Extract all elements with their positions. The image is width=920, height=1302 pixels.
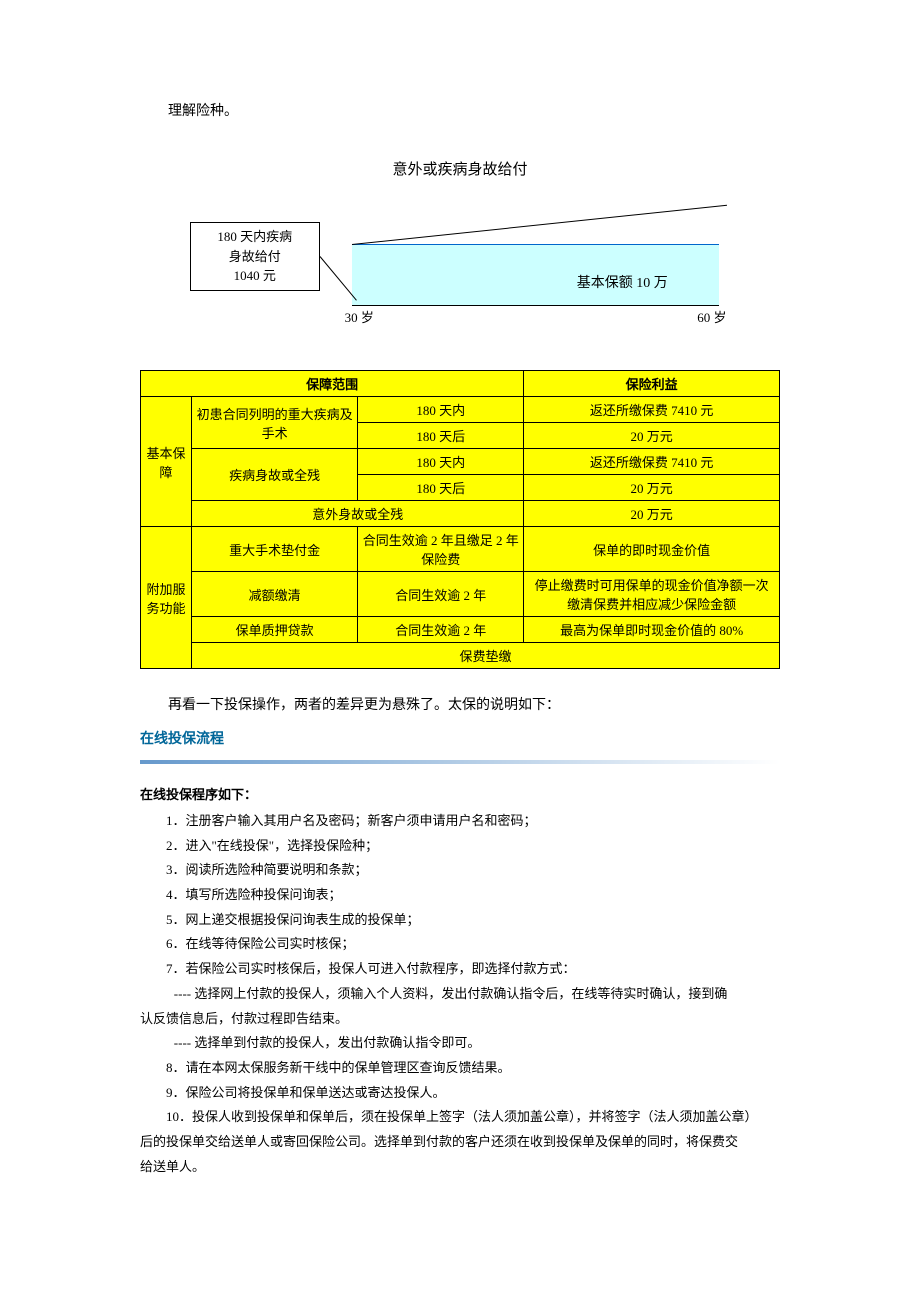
right-cell: 保单的即时现金价值	[524, 527, 780, 572]
left-cell: 重大手术垫付金	[192, 527, 358, 572]
right-cell: 最高为保单即时现金价值的 80%	[524, 617, 780, 643]
step-item: 10．投保人收到投保单和保单后，须在投保单上签字（法人须加盖公章），并将签字（法…	[140, 1105, 780, 1130]
between-paragraph: 再看一下投保操作，两者的差异更为悬殊了。太保的说明如下：	[140, 694, 780, 714]
step-item: 6．在线等待保险公司实时核保；	[140, 932, 780, 957]
right-cell: 返还所缴保费 7410 元	[524, 397, 780, 423]
mid-cell: 180 天后	[358, 423, 524, 449]
mid-cell: 180 天内	[358, 449, 524, 475]
left-merged-cell: 意外身故或全残	[192, 501, 524, 527]
step-item: 3．阅读所选险种简要说明和条款；	[140, 858, 780, 883]
mid-cell: 合同生效逾 2 年	[358, 617, 524, 643]
left-cell: 初患合同列明的重大疾病及手术	[192, 397, 358, 449]
section-divider	[140, 760, 780, 764]
right-cell: 20 万元	[524, 475, 780, 501]
group-cell: 基本保障	[141, 397, 192, 527]
chart-bar-label: 基本保额 10 万	[577, 272, 668, 292]
mid-cell: 合同生效逾 2 年且缴足 2 年保险费	[358, 527, 524, 572]
left-cell: 疾病身故或全残	[192, 449, 358, 501]
leftbox-line3: 1040 元	[197, 266, 313, 286]
x-end-label: 60 岁	[697, 307, 726, 326]
leftbox-line1: 180 天内疾病	[197, 227, 313, 247]
document-page: 理解险种。 意外或疾病身故给付 180 天内疾病 身故给付 1040 元 基本保…	[0, 0, 920, 1239]
left-cell: 减额缴清	[192, 572, 358, 617]
th-scope: 保障范围	[141, 371, 524, 397]
intro-paragraph: 理解险种。	[140, 100, 780, 120]
step-item: 9．保险公司将投保单和保单送达或寄达投保人。	[140, 1081, 780, 1106]
subheading: 在线投保程序如下：	[140, 784, 780, 803]
right-cell: 20 万元	[524, 501, 780, 527]
step7-subitem: 认反馈信息后，付款过程即告结束。	[140, 1007, 780, 1032]
step-item: 7．若保险公司实时核保后，投保人可进入付款程序，即选择付款方式：	[140, 957, 780, 982]
right-cell: 返还所缴保费 7410 元	[524, 449, 780, 475]
step10-wrap: 后的投保单交给送单人或寄回保险公司。选择单到付款的客户还须在收到投保单及保单的同…	[140, 1130, 780, 1155]
left-cell: 保单质押贷款	[192, 617, 358, 643]
step-list: 1．注册客户输入其用户名及密码；新客户须申请用户名和密码；2．进入"在线投保"，…	[140, 809, 780, 1179]
mid-cell: 合同生效逾 2 年	[358, 572, 524, 617]
coverage-table: 保障范围保险利益基本保障初患合同列明的重大疾病及手术180 天内返还所缴保费 7…	[140, 370, 780, 669]
step-item: 8．请在本网太保服务新干线中的保单管理区查询反馈结果。	[140, 1056, 780, 1081]
payout-chart: 意外或疾病身故给付 180 天内疾病 身故给付 1040 元 基本保额 10 万…	[190, 150, 730, 350]
chart-leftbox: 180 天内疾病 身故给付 1040 元	[190, 222, 320, 291]
right-cell: 停止缴费时可用保单的现金价值净额一次缴清保费并相应减少保险金额	[524, 572, 780, 617]
right-cell: 20 万元	[524, 423, 780, 449]
section-heading: 在线投保流程	[140, 728, 780, 748]
step7-subitem: ---- 选择单到付款的投保人，发出付款确认指令即可。	[140, 1031, 780, 1056]
step7-subitem: ---- 选择网上付款的投保人，须输入个人资料，发出付款确认指令后，在线等待实时…	[140, 982, 780, 1007]
step10-wrap: 给送单人。	[140, 1155, 780, 1180]
group-cell: 附加服务功能	[141, 527, 192, 669]
x-start-label: 30 岁	[345, 307, 374, 326]
merged-row: 保费垫缴	[192, 643, 780, 669]
mid-cell: 180 天后	[358, 475, 524, 501]
chart-title: 意外或疾病身故给付	[392, 158, 527, 179]
mid-cell: 180 天内	[358, 397, 524, 423]
step-item: 5．网上递交根据投保问询表生成的投保单；	[140, 908, 780, 933]
step-item: 1．注册客户输入其用户名及密码；新客户须申请用户名和密码；	[140, 809, 780, 834]
step-item: 4．填写所选险种投保问询表；	[140, 883, 780, 908]
th-benefit: 保险利益	[524, 371, 780, 397]
chart-line-left-box	[319, 256, 356, 300]
leftbox-line2: 身故给付	[197, 247, 313, 267]
step-item: 2．进入"在线投保"，选择投保险种；	[140, 834, 780, 859]
